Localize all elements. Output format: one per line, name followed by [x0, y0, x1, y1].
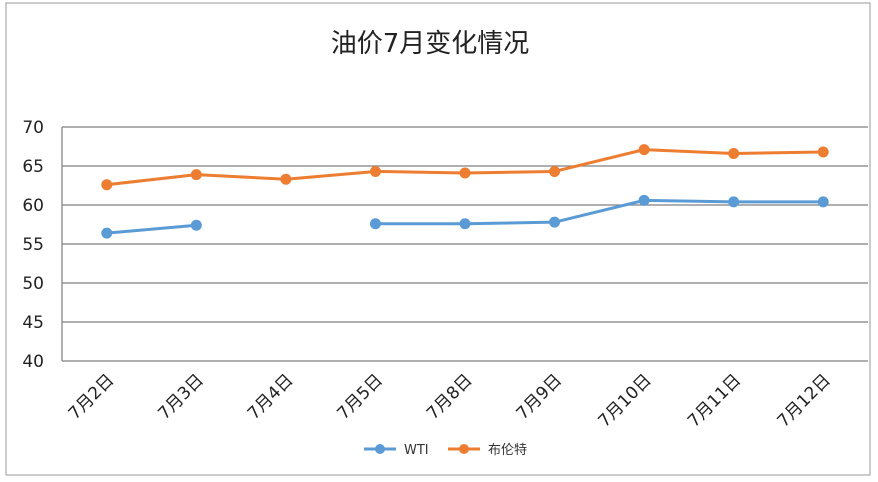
- data-point: [728, 148, 740, 160]
- series-brent: [101, 144, 829, 191]
- y-tick-label: 45: [22, 313, 44, 333]
- y-axis-ticks: 40 45 50 55 60 65 70: [22, 118, 44, 372]
- y-tick-label: 70: [22, 118, 44, 138]
- y-tick-label: 50: [22, 274, 44, 294]
- data-point: [459, 167, 471, 179]
- chart-title: 油价7月变化情况: [331, 29, 530, 59]
- data-point: [817, 146, 829, 158]
- data-point: [638, 144, 650, 156]
- legend-swatch-marker: [375, 444, 385, 454]
- data-point: [280, 173, 292, 185]
- data-point: [190, 169, 202, 181]
- series-line: [375, 198, 824, 226]
- legend-swatch-marker: [459, 444, 469, 454]
- data-point: [369, 165, 381, 177]
- data-point: [101, 227, 113, 239]
- legend-label: 布伦特: [488, 443, 527, 458]
- y-tick-label: 60: [22, 196, 44, 216]
- data-point: [459, 218, 471, 230]
- series-wti: [101, 194, 829, 239]
- y-tick-label: 40: [22, 352, 44, 372]
- legend-item: 布伦特: [448, 443, 527, 458]
- data-point: [549, 216, 561, 228]
- data-point: [369, 218, 381, 230]
- y-tick-label: 65: [22, 157, 44, 177]
- data-point: [101, 179, 113, 191]
- data-point: [728, 196, 740, 208]
- data-point: [190, 219, 202, 231]
- gridlines: [61, 126, 868, 362]
- legend-item: WTI: [364, 443, 429, 458]
- data-point: [817, 196, 829, 208]
- series-group: [101, 144, 829, 239]
- data-point: [638, 194, 650, 206]
- legend-label: WTI: [404, 443, 429, 458]
- data-point: [549, 165, 561, 177]
- chart-frame: [5, 2, 871, 476]
- legend: WTI 布伦特: [364, 443, 527, 458]
- y-tick-label: 55: [22, 235, 44, 255]
- series-line: [106, 223, 197, 235]
